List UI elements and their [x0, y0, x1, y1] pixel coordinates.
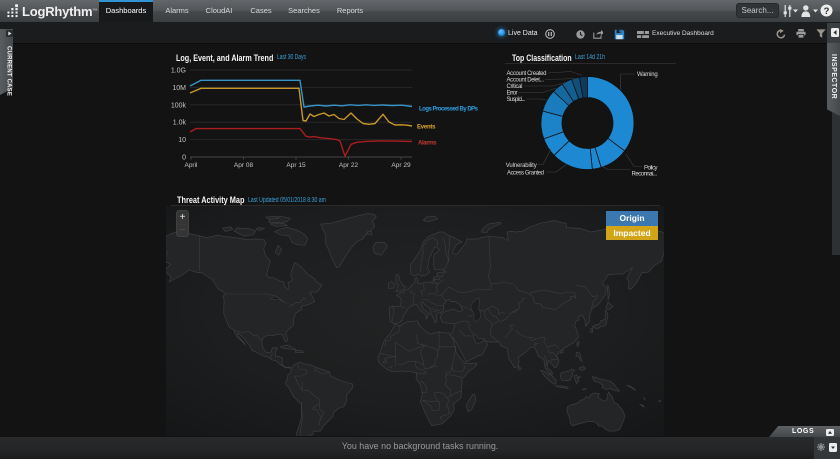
svg-text:1.0k: 1.0k — [173, 120, 187, 127]
svg-text:Apr 29: Apr 29 — [391, 162, 411, 169]
svg-text:Account Created: Account Created — [507, 71, 547, 77]
svg-text:Reconnai...: Reconnai... — [632, 172, 658, 178]
svg-text:?: ? — [824, 6, 830, 17]
svg-text:Policy: Policy — [644, 166, 658, 172]
svg-text:Logs Processed By DPs: Logs Processed By DPs — [419, 107, 479, 113]
svg-text:Events: Events — [417, 125, 436, 131]
svg-text:Apr 22: Apr 22 — [339, 162, 359, 169]
svg-text:Suspici...: Suspici... — [507, 97, 526, 103]
svg-text:0: 0 — [182, 155, 186, 162]
svg-text:April: April — [184, 162, 198, 169]
svg-text:10M: 10M — [172, 85, 186, 92]
svg-text:Critical: Critical — [507, 84, 523, 90]
svg-text:Apr 08: Apr 08 — [234, 162, 254, 169]
svg-text:Account Delet...: Account Delet... — [507, 78, 545, 84]
svg-text:Vulnerability: Vulnerability — [506, 163, 537, 169]
svg-text:10: 10 — [178, 137, 186, 144]
svg-text:Error: Error — [507, 91, 518, 97]
svg-text:Alarms: Alarms — [418, 141, 437, 147]
svg-text:Access Granted: Access Granted — [507, 171, 544, 177]
svg-text:Apr 15: Apr 15 — [286, 162, 306, 169]
svg-text:Warning: Warning — [637, 72, 658, 78]
svg-text:100k: 100k — [171, 102, 187, 109]
svg-text:1.0G: 1.0G — [171, 68, 186, 75]
